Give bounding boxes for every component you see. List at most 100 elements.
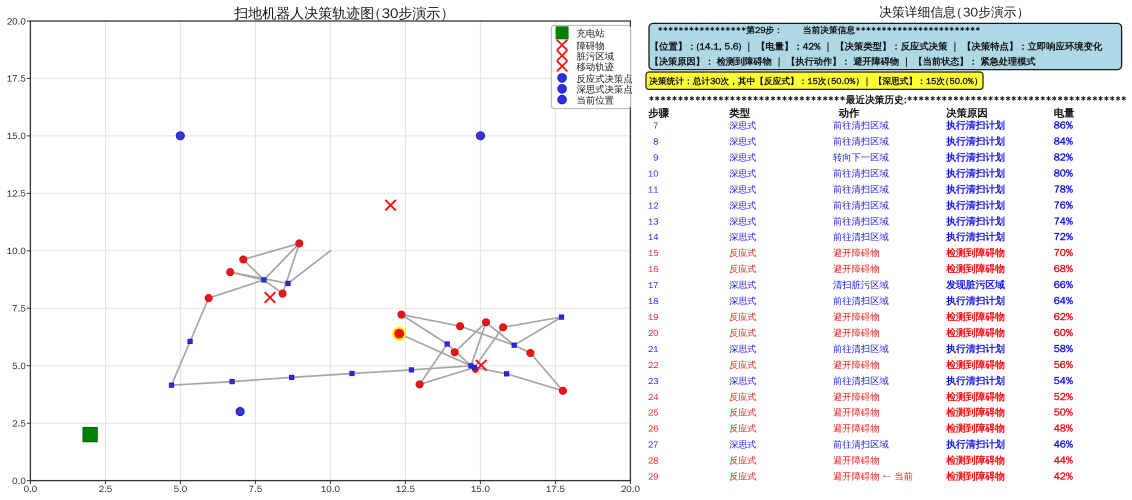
svg-text:检测到障碍物: 检测到障碍物 [945, 407, 1005, 419]
svg-text:执行清扫计划: 执行清扫计划 [945, 231, 1005, 243]
svg-text:避开障碍物 ← 当前: 避开障碍物 ← 当前 [833, 471, 913, 483]
svg-text:54%: 54% [1054, 375, 1074, 388]
svg-text:10: 10 [648, 168, 659, 179]
svg-text:避开障碍物: 避开障碍物 [833, 423, 879, 435]
svg-text:深思式: 深思式 [729, 152, 756, 164]
svg-text:27: 27 [648, 440, 659, 451]
svg-text:17.5: 17.5 [7, 73, 27, 85]
svg-text:反应式: 反应式 [729, 359, 756, 371]
svg-text:*****************: ***************** [658, 25, 747, 36]
svg-text:10.0: 10.0 [7, 245, 27, 257]
svg-text:第29步：: 第29步： [745, 25, 782, 36]
svg-text:执行清扫计划: 执行清扫计划 [945, 439, 1005, 451]
svg-text:50%: 50% [1054, 407, 1074, 420]
svg-text:反应式: 反应式 [729, 327, 756, 339]
svg-text:避开障碍物: 避开障碍物 [833, 391, 879, 403]
svg-text:25: 25 [648, 408, 659, 419]
svg-text:14: 14 [648, 232, 659, 243]
svg-text:执行清扫计划: 执行清扫计划 [945, 199, 1005, 211]
svg-text:前往清扫区域: 前往清扫区域 [833, 136, 889, 148]
svg-text:20.0: 20.0 [7, 15, 27, 27]
svg-text:12.5: 12.5 [396, 483, 416, 495]
svg-text:发现脏污区域: 发现脏污区域 [945, 279, 1005, 291]
svg-text:类型: 类型 [728, 107, 750, 120]
svg-text:障碍物: 障碍物 [577, 40, 605, 52]
svg-text:深思式决策点: 深思式决策点 [577, 84, 633, 96]
svg-text:76%: 76% [1054, 199, 1074, 212]
svg-text:9: 9 [653, 153, 658, 164]
svg-text:84%: 84% [1054, 136, 1074, 149]
svg-text:80%: 80% [1054, 167, 1074, 180]
svg-text:前往清扫区域: 前往清扫区域 [833, 215, 889, 227]
svg-text:【位置】：(14.1, 5.6) ｜ 【电量】：42% ｜: 【位置】：(14.1, 5.6) ｜ 【电量】：42% ｜ 【决策类型】：反应式… [650, 41, 1103, 53]
svg-text:转向下一区域: 转向下一区域 [833, 152, 889, 164]
svg-text:执行清扫计划: 执行清扫计划 [945, 152, 1005, 164]
svg-text:最近决策历史:: 最近决策历史: [845, 94, 907, 106]
svg-text:23: 23 [648, 376, 659, 387]
svg-text:深思式: 深思式 [729, 231, 756, 243]
svg-text:12.5: 12.5 [7, 188, 27, 200]
svg-text:检测到障碍物: 检测到障碍物 [945, 359, 1005, 371]
svg-text:29: 29 [648, 472, 659, 483]
svg-text:深思式: 深思式 [729, 439, 756, 451]
svg-text:0.0: 0.0 [12, 475, 26, 487]
svg-text:执行清扫计划: 执行清扫计划 [945, 375, 1005, 387]
svg-text:深思式: 深思式 [729, 279, 756, 291]
svg-text:前往清扫区域: 前往清扫区域 [833, 439, 889, 451]
svg-text:避开障碍物: 避开障碍物 [833, 359, 879, 371]
svg-text:深思式: 深思式 [729, 136, 756, 148]
svg-text:8: 8 [653, 137, 658, 148]
svg-text:【决策原因】： 检测到障碍物 ｜ 【执行动作】： 避开障碍物: 【决策原因】： 检测到障碍物 ｜ 【执行动作】： 避开障碍物 ｜ 【当前状态】：… [650, 56, 1037, 68]
svg-text:深思式: 深思式 [729, 183, 756, 195]
svg-text:20: 20 [648, 328, 659, 339]
svg-text:执行清扫计划: 执行清扫计划 [945, 215, 1005, 227]
svg-text:44%: 44% [1054, 455, 1074, 468]
svg-text:反应式: 反应式 [729, 423, 756, 435]
svg-text:56%: 56% [1054, 359, 1074, 372]
svg-text:78%: 78% [1054, 183, 1074, 196]
svg-text:20.0: 20.0 [621, 483, 641, 495]
svg-text:前往清扫区域: 前往清扫区域 [833, 199, 889, 211]
svg-text:反应式: 反应式 [729, 407, 756, 419]
svg-text:68%: 68% [1054, 263, 1074, 276]
svg-text:当前决策信息: 当前决策信息 [803, 25, 855, 36]
svg-text:42%: 42% [1054, 471, 1074, 484]
svg-text:5.0: 5.0 [12, 360, 26, 372]
svg-text:前往清扫区域: 前往清扫区域 [833, 120, 889, 132]
svg-text:清扫脏污区域: 清扫脏污区域 [833, 279, 889, 291]
svg-text:52%: 52% [1054, 391, 1074, 404]
svg-text:66%: 66% [1054, 279, 1074, 292]
svg-text:前往清扫区域: 前往清扫区域 [833, 231, 889, 243]
svg-text:前往清扫区域: 前往清扫区域 [833, 295, 889, 307]
svg-text:7: 7 [653, 121, 658, 132]
svg-text:执行清扫计划: 执行清扫计划 [945, 136, 1005, 148]
svg-text:决策详细信息（30步演示）: 决策详细信息（30步演示） [879, 5, 1023, 21]
svg-text:************************: ************************ [855, 25, 980, 36]
svg-text:15.0: 15.0 [7, 130, 27, 142]
svg-text:扫地机器人决策轨迹图（30步演示）: 扫地机器人决策轨迹图（30步演示） [233, 6, 448, 23]
svg-text:2.5: 2.5 [99, 483, 113, 495]
svg-text:11: 11 [648, 184, 659, 195]
svg-text:22: 22 [648, 360, 659, 371]
svg-text:******************************: ********************************** [649, 94, 846, 106]
svg-text:13: 13 [648, 216, 659, 227]
svg-text:46%: 46% [1054, 439, 1074, 452]
svg-text:26: 26 [648, 424, 659, 435]
svg-text:决策统计：总计30次，其中【反应式】：15次（50.0%）: 决策统计：总计30次，其中【反应式】：15次（50.0%） ｜ 【深思式】：15… [649, 76, 978, 87]
svg-text:检测到障碍物: 检测到障碍物 [945, 455, 1005, 467]
svg-text:12: 12 [648, 200, 659, 211]
svg-text:72%: 72% [1054, 231, 1074, 244]
svg-text:执行清扫计划: 执行清扫计划 [945, 183, 1005, 195]
svg-text:深思式: 深思式 [729, 375, 756, 387]
svg-text:前往清扫区域: 前往清扫区域 [833, 375, 889, 387]
svg-text:19: 19 [648, 312, 659, 323]
svg-text:执行清扫计划: 执行清扫计划 [945, 343, 1005, 355]
svg-text:深思式: 深思式 [729, 167, 756, 179]
svg-text:反应式: 反应式 [729, 247, 756, 259]
svg-text:74%: 74% [1054, 215, 1074, 228]
svg-text:决策原因: 决策原因 [946, 107, 988, 120]
svg-text:避开障碍物: 避开障碍物 [833, 247, 879, 259]
svg-text:避开障碍物: 避开障碍物 [833, 407, 879, 419]
svg-text:7.5: 7.5 [249, 483, 263, 495]
svg-text:检测到障碍物: 检测到障碍物 [945, 263, 1005, 275]
